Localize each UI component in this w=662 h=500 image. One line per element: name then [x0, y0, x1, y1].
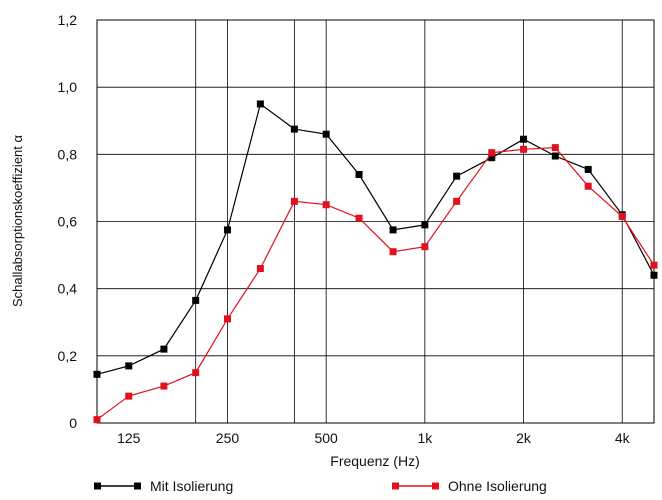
data-point	[488, 154, 496, 162]
data-point	[551, 144, 559, 152]
data-point	[290, 197, 298, 205]
grid	[96, 19, 655, 424]
y-axis-label: Schallabsorptionskoeffizient α	[10, 134, 25, 307]
series-line	[96, 102, 655, 375]
legend-label: Mit Isolierung	[150, 478, 233, 494]
x-axis: 125 250 500 1k 2k 4k	[117, 430, 631, 446]
y-tick-label: 0	[69, 415, 77, 431]
data-point	[551, 152, 559, 160]
data-point	[584, 182, 592, 190]
x-tick-label: 1k	[417, 430, 433, 446]
legend-item: Ohne Isolierung	[392, 478, 547, 494]
series-mit-isolierung	[93, 100, 658, 378]
x-tick-label: 2k	[516, 430, 532, 446]
data-point	[93, 370, 101, 378]
legend-item: Mit Isolierung	[94, 478, 233, 494]
data-point	[256, 100, 264, 108]
data-point	[453, 197, 461, 205]
x-axis-label: Frequenz (Hz)	[330, 453, 419, 469]
legend-marker	[392, 482, 399, 490]
data-point	[192, 369, 200, 377]
series-ohne-isolierung	[93, 144, 658, 424]
legend-marker	[94, 482, 101, 490]
data-point	[650, 271, 658, 279]
series-group	[93, 100, 658, 424]
data-point	[93, 416, 101, 424]
data-point	[389, 248, 397, 256]
data-point	[355, 214, 363, 222]
data-point	[488, 149, 496, 157]
data-point	[421, 243, 429, 251]
data-point	[290, 125, 298, 133]
x-tick-label: 4k	[615, 430, 631, 446]
y-tick-label: 1,0	[58, 79, 78, 95]
x-tick-label: 500	[314, 430, 338, 446]
data-point	[584, 165, 592, 173]
data-point	[125, 362, 133, 370]
y-tick-label: 1,2	[58, 12, 78, 28]
data-point	[322, 130, 330, 138]
data-point	[421, 221, 429, 229]
data-point	[223, 315, 231, 323]
data-point	[355, 170, 363, 178]
y-tick-label: 0,2	[58, 348, 78, 364]
x-tick-label: 125	[117, 430, 141, 446]
legend-label: Ohne Isolierung	[448, 478, 547, 494]
data-point	[160, 382, 168, 390]
legend: Mit Isolierung Ohne Isolierung	[94, 478, 547, 494]
y-tick-label: 0,8	[58, 146, 78, 162]
series-line	[96, 146, 655, 421]
y-tick-label: 0,4	[58, 281, 78, 297]
data-point	[256, 265, 264, 273]
y-axis: 0 0,2 0,4 0,6 0,8 1,0 1,2	[58, 12, 78, 431]
data-point	[223, 226, 231, 234]
data-point	[520, 145, 528, 153]
legend-marker	[432, 482, 439, 490]
data-point	[618, 212, 626, 220]
data-point	[389, 226, 397, 234]
data-point	[453, 172, 461, 180]
legend-marker	[134, 482, 141, 490]
y-tick-label: 0,6	[58, 214, 78, 230]
data-point	[125, 392, 133, 400]
data-point	[322, 201, 330, 209]
data-point	[520, 135, 528, 143]
x-tick-label: 250	[216, 430, 240, 446]
data-point	[192, 296, 200, 304]
data-point	[160, 345, 168, 353]
data-point	[650, 261, 658, 269]
